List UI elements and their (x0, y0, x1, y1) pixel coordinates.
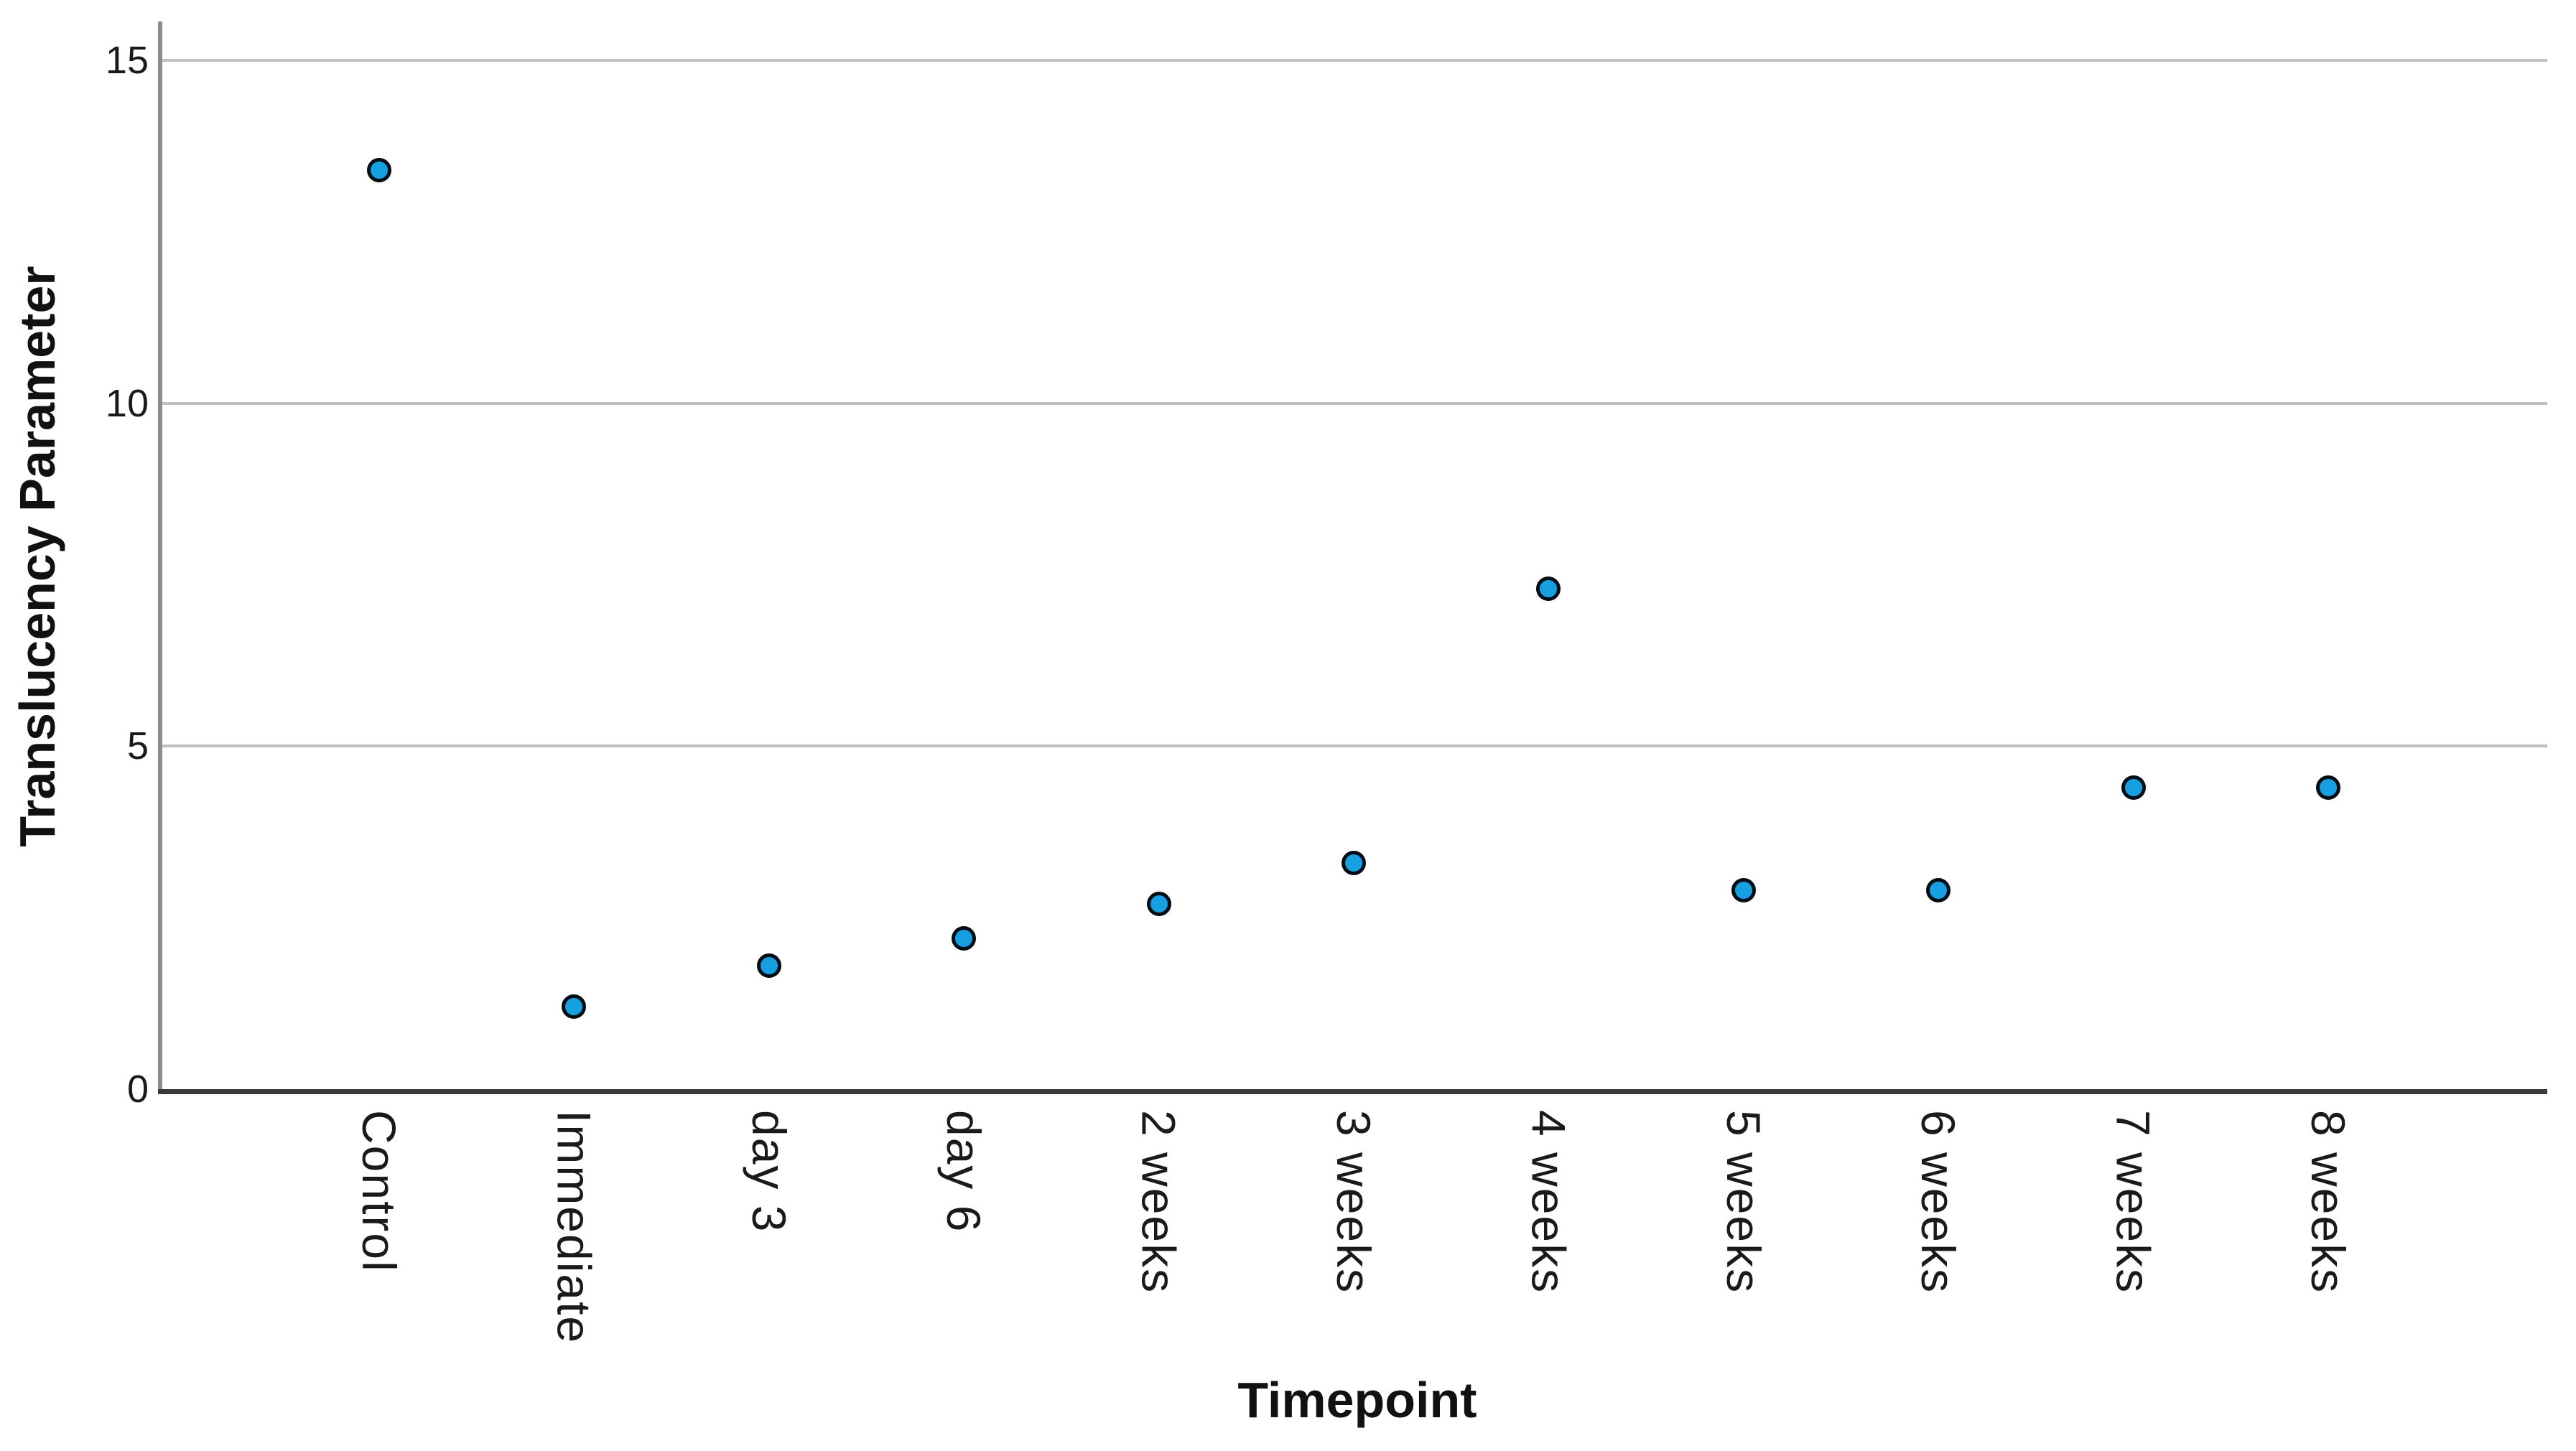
data-point-4-weeks (1536, 576, 1561, 601)
y-axis-title: Translucency Parameter (9, 266, 65, 847)
data-point-6-weeks (1926, 877, 1951, 902)
x-category-label-6-weeks: 6 weeks (1912, 1110, 1966, 1294)
x-axis-title: Timepoint (1237, 1372, 1477, 1428)
gridline-5 (162, 745, 2547, 748)
y-tick-label-15: 15 (105, 39, 149, 82)
data-point-3-weeks (1342, 850, 1366, 875)
x-axis-line (158, 1089, 2547, 1094)
y-axis-line (158, 22, 162, 1094)
data-point-8-weeks (2316, 775, 2340, 800)
data-point-control (367, 157, 391, 182)
x-category-label-5-weeks: 5 weeks (1716, 1110, 1770, 1294)
x-category-label-8-weeks: 8 weeks (2302, 1110, 2355, 1294)
x-category-label-7-weeks: 7 weeks (2106, 1110, 2160, 1294)
data-point-5-weeks (1731, 877, 1756, 902)
data-point-day-3 (756, 953, 781, 979)
x-category-label-2-weeks: 2 weeks (1132, 1110, 1186, 1294)
y-tick-label-10: 10 (105, 381, 149, 425)
data-point-immediate (562, 994, 587, 1020)
y-tick-label-5: 5 (126, 724, 149, 768)
data-point-day-6 (952, 925, 977, 951)
y-tick-label-0: 0 (126, 1068, 149, 1111)
x-category-label-3-weeks: 3 weeks (1327, 1110, 1380, 1294)
x-category-label-day-3: day 3 (742, 1110, 796, 1233)
x-category-label-immediate: Immediate (547, 1110, 601, 1345)
x-category-label-4-weeks: 4 weeks (1522, 1110, 1576, 1294)
x-category-label-day-6: day 6 (937, 1110, 991, 1233)
x-category-label-control: Control (353, 1110, 406, 1273)
data-point-7-weeks (2121, 775, 2146, 800)
data-point-2-weeks (1146, 892, 1171, 917)
gridline-15 (162, 59, 2547, 62)
gridline-10 (162, 401, 2547, 405)
